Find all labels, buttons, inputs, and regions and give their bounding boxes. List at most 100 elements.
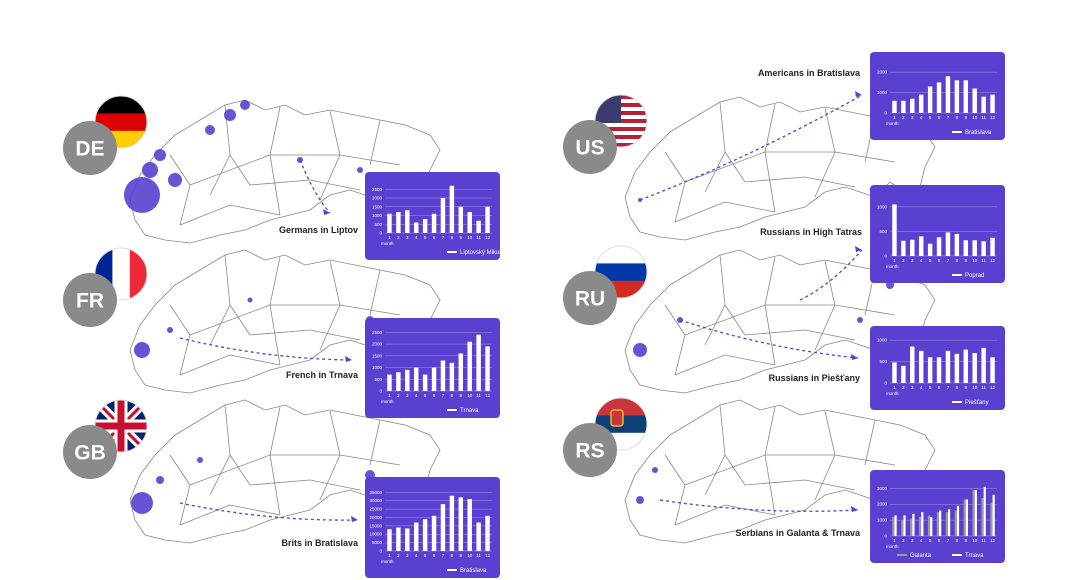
bar xyxy=(458,497,464,551)
bar xyxy=(467,499,472,551)
map-dot xyxy=(168,173,182,187)
bar xyxy=(449,185,455,233)
map-dot xyxy=(857,317,863,323)
flag-stripe xyxy=(112,248,130,300)
country-code: RS xyxy=(575,440,604,463)
x-tick-label: 9 xyxy=(965,258,968,263)
x-axis-label: month xyxy=(381,241,394,246)
bar xyxy=(981,241,986,256)
x-tick-label: 6 xyxy=(938,385,941,390)
bar xyxy=(405,369,410,391)
bar xyxy=(945,512,948,536)
arrow-head xyxy=(851,506,858,512)
bar xyxy=(954,353,960,383)
map-dot xyxy=(633,343,647,357)
bar xyxy=(901,520,904,536)
badge xyxy=(563,120,617,174)
x-tick-label: 7 xyxy=(442,393,445,398)
connector xyxy=(299,159,331,214)
legend-label: Trnava xyxy=(965,553,984,559)
x-tick-label: 5 xyxy=(929,538,932,543)
x-tick-label: 10 xyxy=(467,235,473,240)
x-tick-label: 4 xyxy=(415,553,418,558)
flag-emblem xyxy=(610,409,624,427)
x-tick-label: 8 xyxy=(451,393,454,398)
flag-stripe xyxy=(595,398,647,416)
y-tick-label: 0 xyxy=(884,534,887,539)
legend-label: Trnava xyxy=(460,408,479,414)
y-tick-label: 500 xyxy=(879,229,887,234)
x-tick-label: 6 xyxy=(433,235,436,240)
x-tick-label: 10 xyxy=(972,115,978,120)
y-tick-label: 2000 xyxy=(877,502,888,507)
bar xyxy=(422,374,428,391)
x-tick-label: 6 xyxy=(938,115,941,120)
x-tick-label: 11 xyxy=(981,385,986,390)
x-tick-label: 10 xyxy=(467,553,473,558)
x-tick-label: 2 xyxy=(902,538,905,543)
y-tick-label: 30000 xyxy=(369,498,382,503)
bar xyxy=(396,372,401,391)
x-tick-label: 7 xyxy=(442,553,445,558)
flag-stripe xyxy=(595,246,647,264)
x-tick-label: 9 xyxy=(460,235,463,240)
y-tick-label: 25000 xyxy=(369,507,382,512)
bar xyxy=(956,505,960,536)
x-tick-label: 12 xyxy=(990,385,996,390)
map-dot xyxy=(652,467,658,473)
x-tick-label: 10 xyxy=(972,385,978,390)
bar xyxy=(927,357,933,383)
bar xyxy=(945,76,951,113)
chart-caption: Americans in Bratislava xyxy=(758,68,861,78)
map-dot xyxy=(134,342,150,358)
map-dot xyxy=(131,492,153,514)
y-tick-label: 2000 xyxy=(877,70,888,75)
bar xyxy=(927,243,933,256)
y-tick-label: 20000 xyxy=(369,515,382,520)
bar xyxy=(485,515,490,551)
bar xyxy=(440,360,446,391)
bar xyxy=(990,94,995,113)
x-tick-label: 7 xyxy=(442,235,445,240)
bar xyxy=(476,220,481,233)
flag-stripe xyxy=(595,263,647,281)
y-tick-label: 1500 xyxy=(372,353,383,358)
flag-stripe xyxy=(95,113,147,131)
x-tick-label: 2 xyxy=(397,553,400,558)
flag-stripe xyxy=(595,123,647,127)
bar xyxy=(945,350,951,383)
bar xyxy=(981,96,986,113)
x-tick-label: 11 xyxy=(981,258,986,263)
bar xyxy=(963,499,966,536)
x-tick-label: 9 xyxy=(965,385,968,390)
bar xyxy=(910,518,913,536)
arrow-head xyxy=(851,354,858,360)
bar xyxy=(422,519,428,551)
bar xyxy=(894,515,897,536)
y-tick-label: 1000 xyxy=(877,518,888,523)
legend-label: Poprad xyxy=(965,273,984,279)
y-tick-label: 1500 xyxy=(372,204,383,209)
bar xyxy=(440,504,446,551)
x-tick-label: 8 xyxy=(451,553,454,558)
y-tick-label: 500 xyxy=(374,222,382,227)
bar xyxy=(431,515,437,551)
bar xyxy=(903,515,906,536)
badge xyxy=(563,423,617,477)
y-tick-label: 1000 xyxy=(372,213,383,218)
arrow-head xyxy=(351,516,358,522)
x-tick-label: 9 xyxy=(965,115,968,120)
bar xyxy=(963,349,969,383)
bar xyxy=(476,522,481,551)
bar xyxy=(927,86,933,113)
bar xyxy=(396,212,401,233)
connector xyxy=(799,249,863,301)
x-tick-label: 12 xyxy=(990,538,996,543)
bar xyxy=(431,367,437,391)
country-code: DE xyxy=(75,138,104,161)
flag-canton xyxy=(595,95,621,123)
arrow-head xyxy=(323,209,330,215)
y-tick-label: 15000 xyxy=(369,523,382,528)
bar xyxy=(936,82,942,113)
connector xyxy=(679,319,859,359)
